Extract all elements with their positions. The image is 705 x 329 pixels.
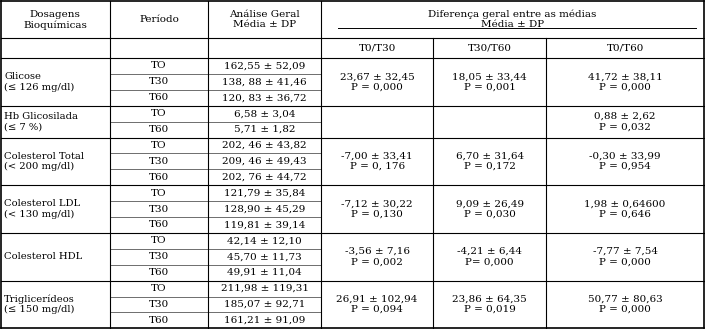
Text: Colesterol HDL: Colesterol HDL bbox=[4, 252, 82, 261]
Text: Colesterol LDL
(< 130 mg/dl): Colesterol LDL (< 130 mg/dl) bbox=[4, 199, 80, 219]
Text: 121,79 ± 35,84: 121,79 ± 35,84 bbox=[224, 189, 305, 198]
Text: Glicose
(≤ 126 mg/dl): Glicose (≤ 126 mg/dl) bbox=[4, 72, 75, 92]
Text: 209, 46 ± 49,43: 209, 46 ± 49,43 bbox=[222, 157, 307, 166]
Text: 50,77 ± 80,63
P = 0,000: 50,77 ± 80,63 P = 0,000 bbox=[588, 295, 663, 314]
Text: 6,58 ± 3,04: 6,58 ± 3,04 bbox=[234, 109, 295, 118]
Text: 45,70 ± 11,73: 45,70 ± 11,73 bbox=[227, 252, 302, 261]
Text: 138, 88 ± 41,46: 138, 88 ± 41,46 bbox=[222, 77, 307, 87]
Text: T0/T60: T0/T60 bbox=[606, 44, 644, 53]
Text: T60: T60 bbox=[149, 220, 169, 229]
Text: 120, 83 ± 36,72: 120, 83 ± 36,72 bbox=[222, 93, 307, 102]
Text: 0,88 ± 2,62
P = 0,032: 0,88 ± 2,62 P = 0,032 bbox=[594, 112, 656, 131]
Text: T30: T30 bbox=[149, 157, 169, 166]
Text: TO: TO bbox=[151, 141, 167, 150]
Text: Período: Período bbox=[139, 15, 179, 24]
Text: 202, 46 ± 43,82: 202, 46 ± 43,82 bbox=[222, 141, 307, 150]
Text: -7,77 ± 7,54
P = 0,000: -7,77 ± 7,54 P = 0,000 bbox=[593, 247, 658, 266]
Text: TO: TO bbox=[151, 109, 167, 118]
Text: T30: T30 bbox=[149, 205, 169, 214]
Text: T30: T30 bbox=[149, 77, 169, 87]
Text: T60: T60 bbox=[149, 173, 169, 182]
Text: T60: T60 bbox=[149, 93, 169, 102]
Text: Hb Glicosilada
(≤ 7 %): Hb Glicosilada (≤ 7 %) bbox=[4, 112, 78, 131]
Text: Análise Geral
Média ± DP: Análise Geral Média ± DP bbox=[229, 10, 300, 29]
Text: T60: T60 bbox=[149, 316, 169, 325]
Text: T60: T60 bbox=[149, 268, 169, 277]
Text: T0/T30: T0/T30 bbox=[358, 44, 396, 53]
Text: -0,30 ± 33,99
P = 0,954: -0,30 ± 33,99 P = 0,954 bbox=[589, 152, 661, 171]
Text: Triglicerídeos
(≤ 150 mg/dl): Triglicerídeos (≤ 150 mg/dl) bbox=[4, 294, 75, 315]
Text: T30: T30 bbox=[149, 252, 169, 261]
Text: 128,90 ± 45,29: 128,90 ± 45,29 bbox=[224, 205, 305, 214]
Text: 185,07 ± 92,71: 185,07 ± 92,71 bbox=[224, 300, 305, 309]
Text: 119,81 ± 39,14: 119,81 ± 39,14 bbox=[224, 220, 305, 229]
Text: 1,98 ± 0,64600
P = 0,646: 1,98 ± 0,64600 P = 0,646 bbox=[584, 199, 666, 219]
Text: TO: TO bbox=[151, 236, 167, 245]
Text: 49,91 ± 11,04: 49,91 ± 11,04 bbox=[227, 268, 302, 277]
Text: 41,72 ± 38,11
P = 0,000: 41,72 ± 38,11 P = 0,000 bbox=[588, 72, 663, 91]
Text: 5,71 ± 1,82: 5,71 ± 1,82 bbox=[234, 125, 295, 134]
Text: 23,86 ± 64,35
P = 0,019: 23,86 ± 64,35 P = 0,019 bbox=[453, 295, 527, 314]
Text: 162,55 ± 52,09: 162,55 ± 52,09 bbox=[224, 62, 305, 70]
Text: 42,14 ± 12,10: 42,14 ± 12,10 bbox=[227, 236, 302, 245]
Text: 202, 76 ± 44,72: 202, 76 ± 44,72 bbox=[222, 173, 307, 182]
Text: 6,70 ± 31,64
P = 0,172: 6,70 ± 31,64 P = 0,172 bbox=[455, 152, 524, 171]
Text: TO: TO bbox=[151, 284, 167, 293]
Text: 161,21 ± 91,09: 161,21 ± 91,09 bbox=[224, 316, 305, 325]
Text: 211,98 ± 119,31: 211,98 ± 119,31 bbox=[221, 284, 309, 293]
Text: -3,56 ± 7,16
P = 0,002: -3,56 ± 7,16 P = 0,002 bbox=[345, 247, 410, 266]
Text: T30: T30 bbox=[149, 300, 169, 309]
Text: Colesterol Total
(< 200 mg/dl): Colesterol Total (< 200 mg/dl) bbox=[4, 152, 84, 171]
Text: -7,12 ± 30,22
P = 0,130: -7,12 ± 30,22 P = 0,130 bbox=[341, 199, 413, 219]
Text: Dosagens
Bioquímicas: Dosagens Bioquímicas bbox=[23, 10, 87, 30]
Text: T30/T60: T30/T60 bbox=[467, 44, 512, 53]
Text: 26,91 ± 102,94
P = 0,094: 26,91 ± 102,94 P = 0,094 bbox=[336, 295, 418, 314]
Text: TO: TO bbox=[151, 62, 167, 70]
Text: 18,05 ± 33,44
P = 0,001: 18,05 ± 33,44 P = 0,001 bbox=[453, 72, 527, 91]
Text: 9,09 ± 26,49
P = 0,030: 9,09 ± 26,49 P = 0,030 bbox=[455, 199, 524, 219]
Text: TO: TO bbox=[151, 189, 167, 198]
Text: T60: T60 bbox=[149, 125, 169, 134]
Text: -7,00 ± 33,41
P = 0, 176: -7,00 ± 33,41 P = 0, 176 bbox=[341, 152, 413, 171]
Text: -4,21 ± 6,44
P= 0,000: -4,21 ± 6,44 P= 0,000 bbox=[458, 247, 522, 266]
Text: 23,67 ± 32,45
P = 0,000: 23,67 ± 32,45 P = 0,000 bbox=[340, 72, 415, 91]
Text: Diferença geral entre as médias
Média ± DP: Diferença geral entre as médias Média ± … bbox=[429, 10, 596, 30]
